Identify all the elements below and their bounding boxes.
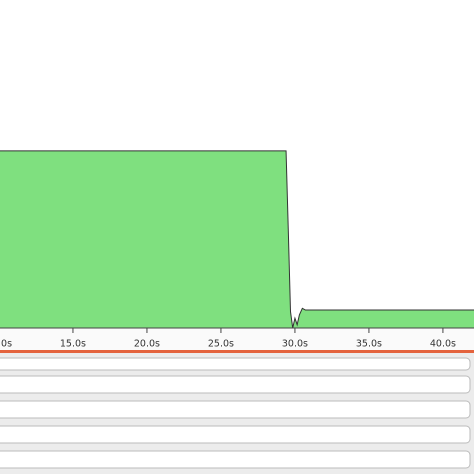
axis-bg bbox=[0, 328, 474, 350]
input-row[interactable] bbox=[0, 450, 471, 469]
input-row[interactable] bbox=[0, 400, 471, 419]
divider bbox=[0, 350, 474, 353]
x-tick-label: 10.0s bbox=[0, 339, 12, 350]
x-tick-label: 25.0s bbox=[208, 339, 234, 350]
x-tick-label: 40.0s bbox=[430, 339, 456, 350]
input-row[interactable] bbox=[0, 375, 471, 394]
x-tick-label: 30.0s bbox=[282, 339, 308, 350]
input-row[interactable] bbox=[0, 425, 471, 444]
x-tick-label: 35.0s bbox=[356, 339, 382, 350]
x-tick-label: 20.0s bbox=[134, 339, 160, 350]
area-fill bbox=[0, 150, 474, 328]
area-line bbox=[0, 150, 474, 329]
x-tick-label: 15.0s bbox=[60, 339, 86, 350]
input-row[interactable] bbox=[0, 357, 471, 371]
